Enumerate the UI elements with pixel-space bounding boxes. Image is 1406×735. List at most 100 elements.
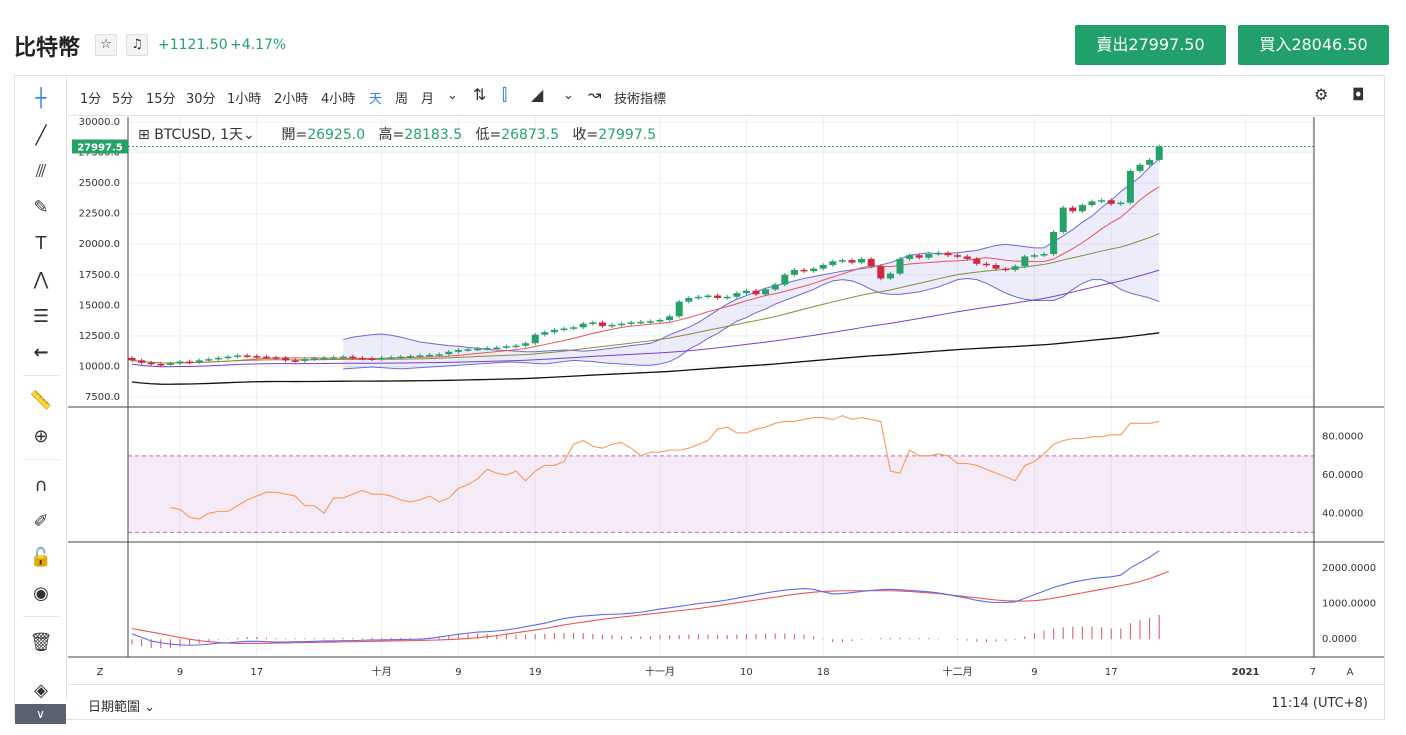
chevron-down-icon[interactable]: ⌄ bbox=[447, 88, 458, 103]
auto-scale-label: A bbox=[1347, 667, 1354, 678]
candle-body bbox=[656, 320, 664, 322]
candle-body bbox=[771, 284, 779, 290]
trash-icon[interactable]: 🗑 bbox=[29, 632, 53, 653]
candle-body bbox=[752, 290, 760, 295]
macd-tick-label: 1000.0000 bbox=[1322, 599, 1376, 610]
x-tick-label: 10 bbox=[740, 667, 753, 678]
chevron-down-icon[interactable]: ∨ bbox=[15, 704, 66, 724]
chevron-down-icon[interactable]: ⌄ bbox=[243, 127, 255, 143]
gear-icon[interactable]: ⚙ bbox=[1314, 85, 1329, 104]
timeframe-week[interactable]: 周 bbox=[395, 92, 409, 107]
x-tick-label: 9 bbox=[455, 667, 461, 678]
macd-indicator bbox=[131, 550, 1169, 649]
candle-body bbox=[464, 349, 472, 351]
candle-body bbox=[378, 357, 386, 360]
candle-body bbox=[1050, 232, 1058, 254]
candle-body bbox=[1011, 266, 1019, 270]
candle-body bbox=[637, 321, 645, 324]
bollinger-lower bbox=[343, 277, 1160, 370]
camera-icon[interactable]: ◘ bbox=[1352, 85, 1365, 104]
x-tick-label: 十二月 bbox=[943, 665, 973, 678]
timeframe-15m[interactable]: 15分 bbox=[146, 92, 176, 107]
arrow-back-icon[interactable]: ← bbox=[33, 342, 49, 363]
sell-button[interactable]: 賣出27997.50 bbox=[1075, 25, 1226, 65]
candle-body bbox=[291, 360, 299, 362]
bell-icon[interactable]: ♫ bbox=[126, 34, 148, 56]
chart-frame bbox=[14, 75, 1385, 720]
candle-body bbox=[627, 322, 635, 324]
add-symbol-icon[interactable]: ⊞ bbox=[138, 127, 150, 143]
timeframe-5m[interactable]: 5分 bbox=[112, 92, 134, 107]
fib-tool-icon[interactable]: ⫻ bbox=[35, 161, 47, 182]
y-tick-label: 7500.0 bbox=[85, 392, 120, 403]
eye-icon[interactable]: ◉ bbox=[33, 583, 49, 604]
compare-icon[interactable]: ⇅ bbox=[473, 85, 487, 104]
brush-icon[interactable]: ✎ bbox=[33, 197, 49, 218]
y-tick-label: 22500.0 bbox=[79, 209, 120, 220]
legend-close: 27997.5 bbox=[598, 127, 657, 143]
chevron-down-icon[interactable]: ⌄ bbox=[563, 88, 574, 103]
x-tick-label: 十一月 bbox=[645, 665, 675, 678]
chart-area[interactable]: 30000.027500.025000.022500.020000.017500… bbox=[68, 117, 1384, 684]
drawing-toolbar: ┼ ╱ ⫻ ✎ T ⋀ ☰ ← 📏 ⊕ ∩ ✐ 🔓 ◉ 🗑 ◈ bbox=[15, 76, 67, 701]
buy-button[interactable]: 買入28046.50 bbox=[1238, 25, 1389, 65]
indicators-button[interactable]: 技術指標 bbox=[614, 92, 667, 107]
candle-body bbox=[790, 269, 798, 275]
candle-body bbox=[253, 356, 261, 358]
layers-icon[interactable]: ◈ bbox=[34, 680, 48, 701]
ruler-icon[interactable]: 📏 bbox=[29, 390, 53, 411]
prediction-tool-icon[interactable]: ☰ bbox=[32, 306, 50, 327]
zoom-in-icon[interactable]: ⊕ bbox=[33, 426, 49, 447]
text-tool-icon[interactable]: T bbox=[35, 233, 47, 254]
candle-body bbox=[819, 265, 827, 269]
lock-drawing-icon[interactable]: ✐ bbox=[33, 511, 49, 532]
candle-body bbox=[138, 360, 146, 363]
candle-body bbox=[128, 357, 136, 361]
candle-body bbox=[1126, 170, 1134, 203]
date-range-label: 日期範圍 bbox=[88, 700, 141, 715]
bollinger-bands bbox=[343, 158, 1160, 370]
crosshair-icon[interactable]: ┼ bbox=[35, 88, 47, 109]
timeframe-4h[interactable]: 4小時 bbox=[321, 92, 356, 107]
timeframe-1h[interactable]: 1小時 bbox=[227, 92, 262, 107]
legend-symbol[interactable]: BTCUSD, 1天 bbox=[154, 127, 244, 143]
pattern-tool-icon[interactable]: ⋀ bbox=[33, 269, 49, 290]
candle-body bbox=[800, 269, 808, 272]
candle-body bbox=[176, 361, 184, 364]
candle-body bbox=[915, 255, 923, 258]
macd-line bbox=[131, 550, 1160, 646]
unlock-icon[interactable]: 🔓 bbox=[29, 547, 53, 568]
candle-body bbox=[320, 357, 328, 360]
candle-body bbox=[541, 332, 549, 335]
candle-body bbox=[589, 322, 597, 324]
timeframe-30m[interactable]: 30分 bbox=[186, 92, 216, 107]
candle-body bbox=[416, 355, 424, 357]
y-tick-label: 20000.0 bbox=[79, 239, 120, 250]
chart-legend: ⊞ BTCUSD, 1天⌄ 開=26925.0 高=28183.5 低=2687… bbox=[138, 124, 656, 144]
timeframe-day[interactable]: 天 bbox=[369, 92, 383, 107]
candle-body bbox=[272, 357, 280, 359]
candle-body bbox=[646, 321, 654, 323]
candle-body bbox=[618, 323, 626, 326]
date-range-button[interactable]: 日期範圍 ⌄ bbox=[88, 700, 156, 715]
star-icon[interactable]: ☆ bbox=[95, 34, 117, 56]
y-tick-label: 10000.0 bbox=[79, 361, 120, 372]
candles-icon[interactable]: ⫿ bbox=[502, 85, 508, 104]
candle-body bbox=[944, 252, 952, 256]
candle-body bbox=[694, 296, 702, 299]
candle-body bbox=[963, 256, 971, 259]
candle-body bbox=[1030, 255, 1038, 257]
legend-open-label: 開= bbox=[281, 127, 308, 143]
area-chart-icon[interactable]: ◢ bbox=[531, 85, 544, 104]
axes: 30000.027500.025000.022500.020000.017500… bbox=[68, 117, 1384, 678]
timeframe-2h[interactable]: 2小時 bbox=[274, 92, 309, 107]
indicators-icon[interactable]: ↝ bbox=[588, 85, 602, 104]
legend-high-label: 高= bbox=[378, 127, 405, 143]
magnet-icon[interactable]: ∩ bbox=[34, 475, 48, 496]
trend-line-icon[interactable]: ╱ bbox=[35, 125, 47, 146]
timeframe-month[interactable]: 月 bbox=[421, 92, 435, 107]
timeframe-1m[interactable]: 1分 bbox=[80, 92, 102, 107]
candle-body bbox=[877, 266, 885, 279]
rsi-tick-label: 40.0000 bbox=[1322, 508, 1363, 519]
candle-body bbox=[406, 356, 414, 358]
